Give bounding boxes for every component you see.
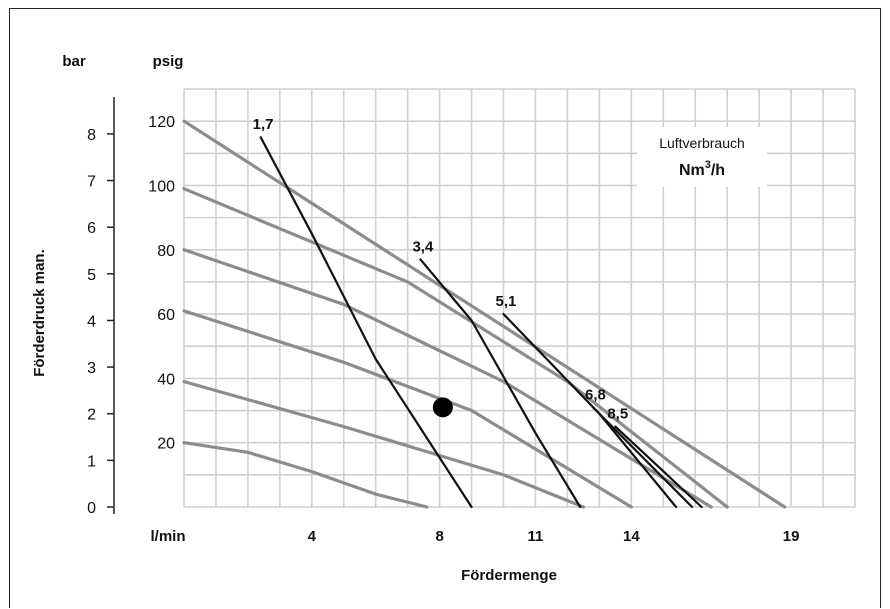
pressure-curve	[182, 187, 729, 509]
bar-axis-unit: bar	[62, 53, 86, 70]
air-curve-6,8	[591, 406, 694, 509]
air-curve-1,7	[259, 136, 473, 509]
operating-point-layer	[432, 397, 453, 418]
air-curve-label: 6,8	[585, 386, 606, 403]
bar-tick-label: 0	[87, 500, 96, 517]
air-curve-label: 3,4	[412, 238, 434, 255]
air-curve-3,4	[419, 258, 582, 509]
bar-tick-label: 2	[87, 407, 96, 424]
x-tick-label: 4	[308, 528, 317, 545]
y-axis-label: Förderdruck man.	[31, 249, 48, 377]
bar-tick-label: 7	[87, 174, 96, 191]
legend-unit-sup: 3	[705, 159, 711, 171]
psig-tick-label: 60	[157, 307, 175, 324]
x-tick-label: 19	[783, 528, 800, 545]
x-tick-label: 14	[623, 528, 640, 545]
x-tick-label: 11	[528, 528, 544, 545]
psig-tick-label: 120	[148, 114, 175, 131]
legend-title: Luftverbrauch	[659, 135, 745, 151]
legend-unit: Nm3/h	[679, 159, 725, 179]
legend-unit-base: Nm	[679, 162, 705, 179]
axes: 0 1 2 3 4 5 6 7 8 20 40 60 80 100 120 4 8 11 14 19	[87, 97, 799, 545]
psig-tick-label: 20	[157, 436, 175, 453]
air-curve-8,5	[614, 425, 703, 509]
legend-unit-suffix: /h	[711, 162, 725, 179]
bar-tick-label: 6	[87, 220, 96, 237]
bar-tick-label: 5	[87, 267, 96, 284]
air-curve-label: 8,5	[607, 406, 628, 423]
pressure-curves	[182, 119, 787, 509]
psig-tick-label: 100	[148, 178, 175, 195]
air-curve-label: 5,1	[496, 293, 517, 310]
bar-tick-label: 3	[87, 360, 96, 377]
air-curve-label: 1,7	[253, 116, 274, 133]
pressure-curve	[182, 441, 429, 509]
bar-tick-label: 8	[87, 127, 96, 144]
pump-performance-chart: 0 1 2 3 4 5 6 7 8 20 40 60 80 100 120 4 8 11 14 19 bar psig…	[31, 53, 856, 584]
bar-tick-label: 4	[87, 313, 96, 330]
operating-point	[432, 397, 453, 418]
pressure-curve	[182, 248, 713, 509]
x-axis-label: Fördermenge	[461, 567, 557, 584]
bar-tick-label: 1	[87, 453, 96, 470]
x-tick-label: 8	[435, 528, 443, 545]
psig-axis-unit: psig	[153, 53, 184, 70]
curve-labels: 1,7 3,4 5,1 6,88,5	[253, 116, 629, 422]
x-axis-unit: l/min	[150, 528, 185, 545]
grid	[183, 88, 856, 508]
legend-box: Luftverbrauch Nm3/h	[637, 127, 767, 187]
pressure-curve	[182, 380, 586, 509]
psig-tick-label: 80	[157, 243, 175, 260]
pressure-curve	[182, 119, 787, 509]
chart-frame: 0 1 2 3 4 5 6 7 8 20 40 60 80 100 120 4 8 11 14 19 bar psig…	[9, 8, 881, 608]
air-consumption-curves	[259, 136, 703, 509]
psig-tick-label: 40	[157, 371, 175, 388]
